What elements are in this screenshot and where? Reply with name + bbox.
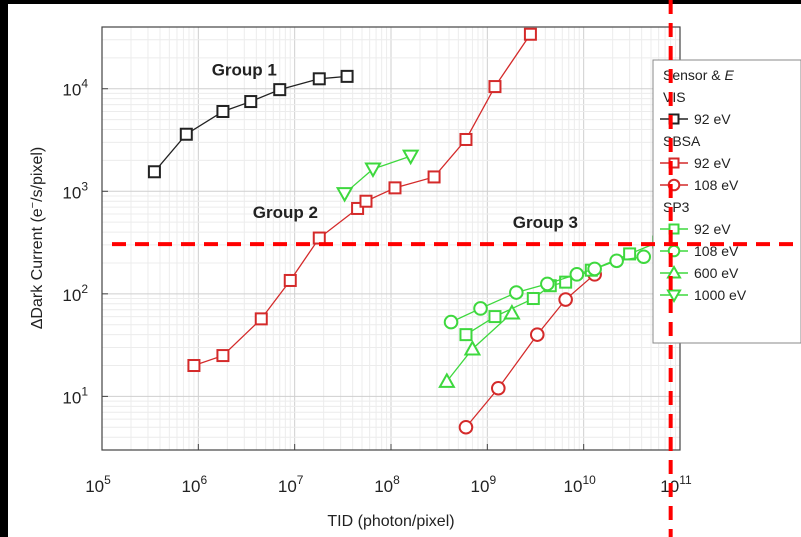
legend-label: 92 eV: [694, 111, 731, 127]
reference-lines: [112, 0, 801, 537]
y-tick-label: 102: [62, 282, 88, 305]
legend-label: 1000 eV: [694, 287, 747, 303]
left-border: [0, 0, 8, 537]
data-point: [491, 380, 506, 396]
x-tick-label: 107: [278, 473, 304, 496]
group-label: Group 1: [212, 60, 277, 79]
data-point: [244, 95, 258, 109]
group-label: Group 2: [253, 203, 318, 222]
group-annotations: Group 1 Group 2 Group 3: [212, 60, 578, 231]
y-tick-label: 104: [62, 77, 88, 100]
data-point: [459, 132, 473, 146]
data-point: [636, 249, 652, 265]
data-point: [312, 72, 326, 86]
series-sbsa-92-ev: [187, 27, 537, 373]
group-label: Group 3: [513, 213, 578, 232]
data-point: [488, 310, 502, 324]
data-point: [473, 301, 488, 316]
series-sp3-1000-ev: [335, 149, 420, 203]
data-point: [179, 127, 193, 141]
legend-group-header: SP3: [663, 199, 690, 215]
y-axis-label: ΔDark Current (e−/s/pixel): [27, 147, 46, 330]
legend-label: 92 eV: [694, 221, 731, 237]
data-point: [359, 194, 373, 208]
data-point: [463, 339, 482, 356]
data-point: [438, 372, 456, 388]
data-point: [335, 187, 354, 203]
data-point: [569, 267, 585, 282]
data-point: [273, 83, 287, 97]
x-tick-label: 109: [471, 473, 497, 496]
data-point: [443, 314, 459, 330]
data-point: [587, 261, 602, 277]
legend-group-header: VIS: [663, 89, 686, 105]
series-sp3-600-ev: [438, 303, 521, 388]
data-point: [216, 104, 230, 118]
data-point: [283, 273, 297, 287]
data-point: [488, 80, 502, 94]
x-axis-label: TID (photon/pixel): [327, 513, 454, 530]
data-point: [559, 275, 573, 289]
data-point: [503, 303, 521, 320]
legend-label: 108 eV: [694, 177, 739, 193]
y-tick-label: 101: [62, 384, 88, 407]
data-point: [540, 276, 555, 292]
x-tick-label: 108: [374, 473, 400, 496]
data-point: [388, 181, 402, 195]
data-point: [147, 165, 161, 179]
legend-label: 600 eV: [694, 265, 739, 281]
series-sbsa-108-ev: [458, 267, 602, 435]
data-point: [509, 285, 524, 300]
series-sp3-108-ev: [443, 249, 652, 330]
data-point: [427, 170, 441, 184]
data-point: [458, 419, 474, 435]
x-tick-label: 105: [85, 473, 111, 496]
data-series: [147, 27, 666, 435]
data-point: [529, 327, 545, 342]
data-point: [401, 149, 420, 166]
legend-label: 108 eV: [694, 243, 739, 259]
x-tick-label: 106: [182, 473, 208, 496]
data-point: [459, 328, 473, 342]
data-point: [254, 312, 268, 326]
data-point: [558, 292, 573, 307]
series-vis-92-ev: [147, 69, 354, 179]
legend-title: Sensor & E: [663, 67, 734, 83]
data-point: [340, 69, 354, 83]
data-point: [526, 292, 540, 306]
legend-marker: [668, 223, 680, 235]
data-point: [351, 201, 365, 215]
data-point: [364, 162, 382, 179]
legend-marker: [666, 264, 682, 279]
legend-label: 92 eV: [694, 155, 731, 171]
x-tick-label: 1010: [564, 473, 597, 496]
legend-marker: [666, 289, 682, 304]
data-point: [523, 27, 537, 41]
y-tick-label: 103: [62, 179, 88, 202]
data-point: [609, 253, 624, 269]
top-border: [0, 0, 801, 4]
data-point: [312, 231, 326, 245]
data-point: [216, 349, 230, 363]
data-point: [187, 359, 201, 373]
